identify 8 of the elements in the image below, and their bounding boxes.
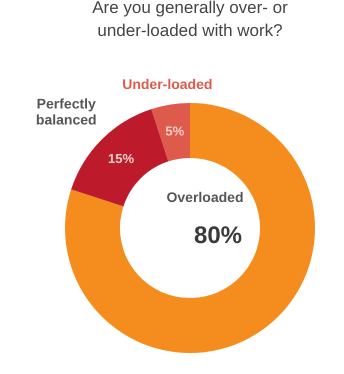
chart-title: Are you generally over- or under-loaded with work? (92, 0, 288, 40)
data-label: 80% (194, 222, 242, 249)
donut-slice (151, 103, 190, 162)
slice-label: Under-loaded (122, 76, 212, 92)
data-label: 15% (108, 151, 134, 166)
slice-label: Perfectly balanced (36, 95, 97, 128)
slice-label: Overloaded (166, 189, 244, 205)
data-label: 5% (165, 124, 185, 139)
